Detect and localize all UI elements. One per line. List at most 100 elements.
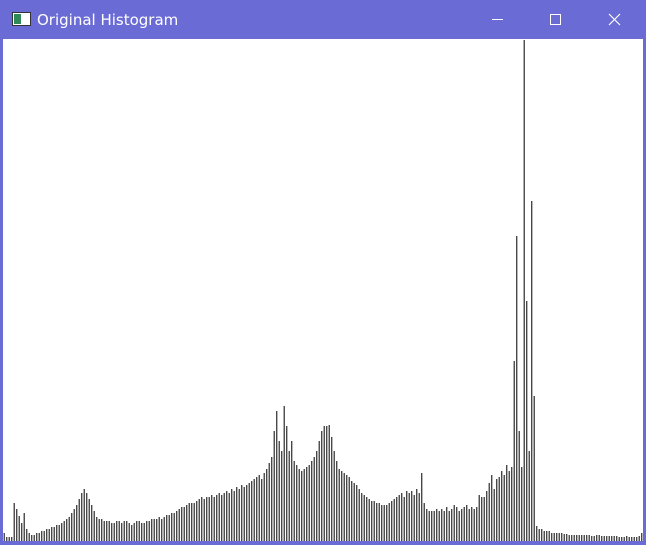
bar [113,523,115,541]
bar [533,396,535,541]
bar [273,431,275,541]
close-button[interactable] [586,0,644,39]
bar [73,509,75,541]
bar [631,537,633,541]
minimize-button[interactable] [469,0,527,39]
bar [586,535,588,541]
histogram-canvas [3,39,643,541]
bar [358,489,360,541]
bar [153,519,155,541]
bar [333,451,335,541]
bar [306,467,308,541]
bar [378,503,380,541]
bar [401,493,403,541]
bar [156,519,158,541]
bar [18,516,20,541]
bar [558,533,560,541]
bar [123,521,125,541]
bar [376,503,378,541]
bar [178,509,180,541]
bar [176,511,178,541]
bar [213,497,215,541]
bar [626,536,628,541]
bar [493,489,495,541]
bar [243,487,245,541]
bar [236,487,238,541]
bar [3,533,5,541]
bar [513,361,515,541]
bar [211,495,213,541]
bar [48,529,50,541]
bar [188,503,190,541]
bar [438,511,440,541]
bar [616,536,618,541]
bar [426,509,428,541]
bar [521,467,523,541]
bar [86,493,88,541]
bar [468,509,470,541]
bar [436,509,438,541]
bar [71,513,73,541]
bar [551,533,553,541]
bar [33,535,35,541]
bar [323,426,325,541]
bar [596,535,598,541]
bar [251,481,253,541]
bar [483,497,485,541]
bar [193,503,195,541]
bar [201,497,203,541]
bar [391,501,393,541]
bar [56,525,58,541]
bar [288,451,290,541]
bar [146,521,148,541]
bar [316,451,318,541]
bar [563,534,565,541]
bar [298,469,300,541]
bar [543,531,545,541]
bar [223,493,225,541]
bar [528,451,530,541]
bar [208,497,210,541]
bar [43,531,45,541]
bar [91,505,93,541]
bar [538,529,540,541]
bar [51,527,53,541]
bar [136,521,138,541]
bar [441,509,443,541]
bar [278,441,280,541]
bar [613,536,615,541]
maximize-button[interactable] [527,0,585,39]
bar [501,471,503,541]
bar [331,437,333,541]
bar [478,495,480,541]
bar [443,511,445,541]
bar [591,536,593,541]
bar [38,533,40,541]
bar [141,523,143,541]
bar [473,509,475,541]
bar [361,493,363,541]
bar [106,521,108,541]
bar [253,479,255,541]
bar [118,521,120,541]
bar [186,505,188,541]
bar [418,493,420,541]
bar [258,475,260,541]
bar [263,473,265,541]
bar [466,505,468,541]
histogram [3,40,643,541]
bar [588,535,590,541]
bar [218,493,220,541]
title-bar: Original Histogram [0,0,646,39]
bar [353,483,355,541]
bar [561,533,563,541]
bar [606,536,608,541]
bar [83,489,85,541]
bar [611,536,613,541]
bar [161,519,163,541]
bar [76,505,78,541]
bar [581,535,583,541]
bar [618,537,620,541]
app-icon [12,12,31,26]
bar [423,503,425,541]
